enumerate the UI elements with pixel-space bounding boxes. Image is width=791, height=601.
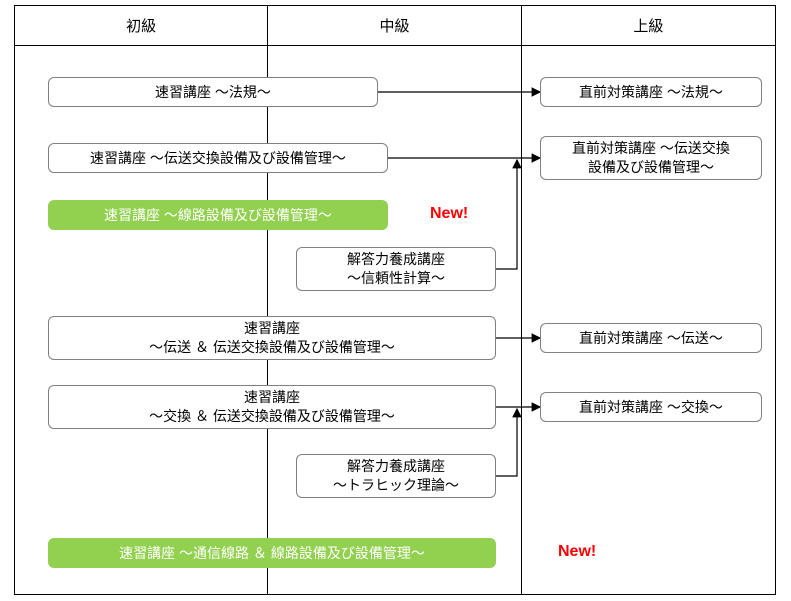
diagram-container: 初級 中級 上級 速習講座 ～法規～ 直前対策講座 ～法規～ 速習講座 ～伝送交換設… <box>0 0 791 601</box>
course-node: 速習講座 ～通信線路 ＆ 線路設備及び設備管理～ <box>48 538 496 568</box>
course-node: 速習講座～伝送 ＆ 伝送交換設備及び設備管理～ <box>48 316 496 360</box>
course-node: 直前対策講座 ～伝送～ <box>540 323 762 353</box>
course-node-line: 速習講座 <box>244 319 300 338</box>
course-node-line: 設備及び設備管理～ <box>588 158 714 177</box>
course-node-line: 速習講座 ～伝送交換設備及び設備管理～ <box>90 149 346 168</box>
header-intermediate: 中級 <box>268 6 521 45</box>
course-node-line: 直前対策講座 ～法規～ <box>579 83 723 102</box>
course-node: 速習講座 ～線路設備及び設備管理～ <box>48 200 388 230</box>
course-node-line: 速習講座 <box>244 388 300 407</box>
course-node-line: 直前対策講座 ～交換～ <box>579 398 723 417</box>
course-node-line: 解答力養成講座 <box>347 457 445 476</box>
course-node-line: 速習講座 ～法規～ <box>155 83 271 102</box>
course-node-line: 直前対策講座 ～伝送交換 <box>572 139 730 158</box>
course-node: 直前対策講座 ～交換～ <box>540 392 762 422</box>
header-advanced: 上級 <box>522 6 775 45</box>
course-node: 直前対策講座 ～伝送交換設備及び設備管理～ <box>540 136 762 180</box>
course-node: 解答力養成講座～信頼性計算～ <box>296 247 496 291</box>
header-row: 初級 中級 上級 <box>15 6 775 46</box>
course-node: 速習講座 ～法規～ <box>48 77 378 107</box>
course-node-line: ～信頼性計算～ <box>347 269 445 288</box>
col-advanced <box>522 46 775 595</box>
course-node-line: ～伝送 ＆ 伝送交換設備及び設備管理～ <box>149 338 395 357</box>
course-node-line: ～交換 ＆ 伝送交換設備及び設備管理～ <box>149 407 395 426</box>
header-beginner: 初級 <box>15 6 268 45</box>
new-badge: New! <box>558 543 596 561</box>
course-node-line: 速習講座 ～通信線路 ＆ 線路設備及び設備管理～ <box>119 544 425 563</box>
course-node-line: 解答力養成講座 <box>347 250 445 269</box>
course-node-line: ～トラヒック理論～ <box>333 476 459 495</box>
course-node: 直前対策講座 ～法規～ <box>540 77 762 107</box>
course-node-line: 直前対策講座 ～伝送～ <box>579 329 723 348</box>
course-node: 速習講座 ～伝送交換設備及び設備管理～ <box>48 143 388 173</box>
new-badge: New! <box>430 205 468 223</box>
course-node: 解答力養成講座～トラヒック理論～ <box>296 454 496 498</box>
course-node-line: 速習講座 ～線路設備及び設備管理～ <box>104 206 332 225</box>
course-node: 速習講座～交換 ＆ 伝送交換設備及び設備管理～ <box>48 385 496 429</box>
